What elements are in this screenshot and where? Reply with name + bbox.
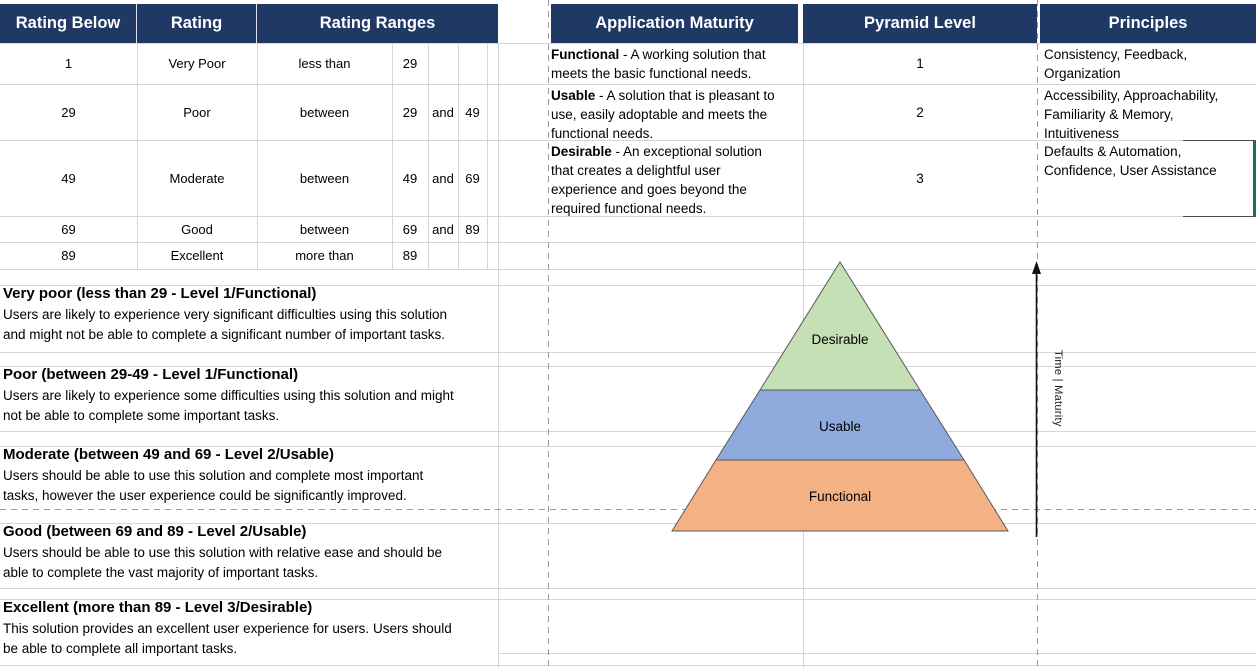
cell-rating[interactable]: Good bbox=[181, 221, 213, 237]
header-rating[interactable]: Rating bbox=[137, 4, 257, 43]
selection-border bbox=[1253, 141, 1256, 217]
rating-table-header: Rating Below Rating Rating Ranges bbox=[0, 4, 498, 43]
principles-cell-functional[interactable]: Consistency, Feedback, Organization bbox=[1044, 47, 1188, 81]
maturity-cell-usable[interactable]: Usable - A solution that is pleasant to … bbox=[551, 84, 791, 142]
maturity-desc: - A solution that is pleasant to use, ea… bbox=[551, 88, 775, 141]
cell-rating-below[interactable]: 49 bbox=[61, 170, 76, 186]
cell-range-to[interactable] bbox=[458, 242, 487, 269]
principles-cell-usable[interactable]: Accessibility, Approachability, Familiar… bbox=[1044, 88, 1219, 141]
maturity-axis-arrow[interactable] bbox=[1028, 255, 1046, 545]
cell-rating-below[interactable]: 69 bbox=[61, 221, 76, 237]
cell-range-conj[interactable] bbox=[428, 242, 458, 269]
maturity-pyramid[interactable]: Desirable Usable Functional bbox=[670, 260, 1010, 534]
description-title: Moderate (between 49 and 69 - Level 2/Us… bbox=[3, 446, 334, 463]
cell-range-from[interactable]: 49 bbox=[402, 170, 418, 186]
axis-label-time-maturity: Time | Maturity bbox=[1052, 350, 1064, 427]
cell-range-op[interactable]: more than bbox=[295, 248, 354, 263]
maturity-term: Desirable bbox=[551, 144, 612, 159]
table-row: 89 Excellent more than 89 bbox=[0, 242, 498, 269]
cell-range-op[interactable]: between bbox=[299, 221, 350, 237]
cell-range-from[interactable]: 29 bbox=[402, 104, 418, 120]
selection-border-top bbox=[1183, 140, 1256, 142]
selection-border-bottom bbox=[1183, 216, 1256, 218]
pyramid-level-3-cell[interactable]: 3 bbox=[916, 170, 924, 186]
pyramid-level-2-cell[interactable]: 2 bbox=[916, 104, 924, 120]
table-row: 29 Poor between 29 and 49 bbox=[0, 84, 498, 140]
description-body: Users are likely to experience some diff… bbox=[3, 388, 454, 423]
header-rating-ranges[interactable]: Rating Ranges bbox=[319, 14, 436, 32]
pyramid-label-desirable: Desirable bbox=[811, 332, 868, 347]
description-excellent[interactable]: Excellent (more than 89 - Level 3/Desira… bbox=[3, 599, 497, 665]
maturity-desc: - An exceptional solution that creates a… bbox=[551, 144, 762, 216]
cell-rating-below[interactable]: 1 bbox=[64, 56, 73, 71]
description-body: This solution provides an excellent user… bbox=[3, 621, 452, 656]
cell-rating[interactable]: Very Poor bbox=[168, 56, 226, 71]
maturity-term: Usable bbox=[551, 88, 596, 103]
maturity-cell-desirable[interactable]: Desirable - An exceptional solution that… bbox=[551, 140, 791, 218]
pyramid-label-usable: Usable bbox=[819, 419, 861, 434]
cell-range-conj[interactable]: and bbox=[432, 170, 454, 186]
cell-rating[interactable]: Poor bbox=[183, 104, 211, 120]
header-principles[interactable]: Principles bbox=[1040, 4, 1256, 43]
table-row: 69 Good between 69 and 89 bbox=[0, 216, 498, 242]
description-very-poor[interactable]: Very poor (less than 29 - Level 1/Functi… bbox=[3, 285, 497, 352]
maturity-desc: - A working solution that meets the basi… bbox=[551, 47, 766, 81]
description-body: Users are likely to experience very sign… bbox=[3, 307, 447, 342]
cell-range-from[interactable]: 29 bbox=[402, 56, 418, 71]
description-body: Users should be able to use this solutio… bbox=[3, 468, 424, 503]
description-good[interactable]: Good (between 69 and 89 - Level 2/Usable… bbox=[3, 523, 497, 588]
cell-range-op[interactable]: between bbox=[299, 104, 350, 120]
pyramid-level-desirable[interactable] bbox=[759, 261, 921, 391]
cell-range-to[interactable] bbox=[458, 43, 487, 84]
description-title: Poor (between 29-49 - Level 1/Functional… bbox=[3, 366, 299, 383]
cell-rating-below[interactable]: 29 bbox=[61, 104, 76, 120]
cell-range-op[interactable]: between bbox=[299, 170, 350, 186]
cell-range-from[interactable]: 89 bbox=[402, 248, 418, 263]
table-row: 49 Moderate between 49 and 69 bbox=[0, 140, 498, 216]
cell-range-from[interactable]: 69 bbox=[402, 221, 418, 237]
cell-range-conj[interactable]: and bbox=[432, 221, 454, 237]
cell-range-conj[interactable]: and bbox=[432, 104, 454, 120]
header-pyramid-level[interactable]: Pyramid Level bbox=[803, 4, 1037, 43]
pyramid-level-functional[interactable] bbox=[671, 459, 1009, 532]
header-rating-below[interactable]: Rating Below bbox=[0, 4, 137, 43]
principles-cell-desirable[interactable]: Defaults & Automation, Confidence, User … bbox=[1044, 144, 1217, 178]
pyramid-level-1-cell[interactable]: 1 bbox=[916, 56, 924, 71]
cell-range-op[interactable]: less than bbox=[298, 56, 351, 71]
table-row: 1 Very Poor less than 29 bbox=[0, 43, 498, 84]
cell-range-to[interactable]: 69 bbox=[465, 170, 480, 186]
maturity-term: Functional bbox=[551, 47, 620, 62]
description-title: Excellent (more than 89 - Level 3/Desira… bbox=[3, 599, 313, 616]
description-poor[interactable]: Poor (between 29-49 - Level 1/Functional… bbox=[3, 366, 497, 431]
cell-rating[interactable]: Moderate bbox=[169, 170, 225, 186]
cell-rating-below[interactable]: 89 bbox=[61, 248, 76, 263]
description-title: Very poor (less than 29 - Level 1/Functi… bbox=[3, 285, 317, 302]
maturity-cell-functional[interactable]: Functional - A working solution that mee… bbox=[551, 43, 791, 86]
description-body: Users should be able to use this solutio… bbox=[3, 545, 443, 580]
arrow-head-icon bbox=[1032, 261, 1041, 274]
header-application-maturity[interactable]: Application Maturity bbox=[551, 4, 798, 43]
description-moderate[interactable]: Moderate (between 49 and 69 - Level 2/Us… bbox=[3, 446, 497, 509]
cell-range-conj[interactable] bbox=[428, 43, 458, 84]
cell-range-to[interactable]: 49 bbox=[465, 104, 480, 120]
pyramid-label-functional: Functional bbox=[809, 489, 871, 504]
cell-rating[interactable]: Excellent bbox=[170, 248, 224, 263]
cell-range-to[interactable]: 89 bbox=[465, 221, 480, 237]
description-title: Good (between 69 and 89 - Level 2/Usable… bbox=[3, 523, 307, 540]
